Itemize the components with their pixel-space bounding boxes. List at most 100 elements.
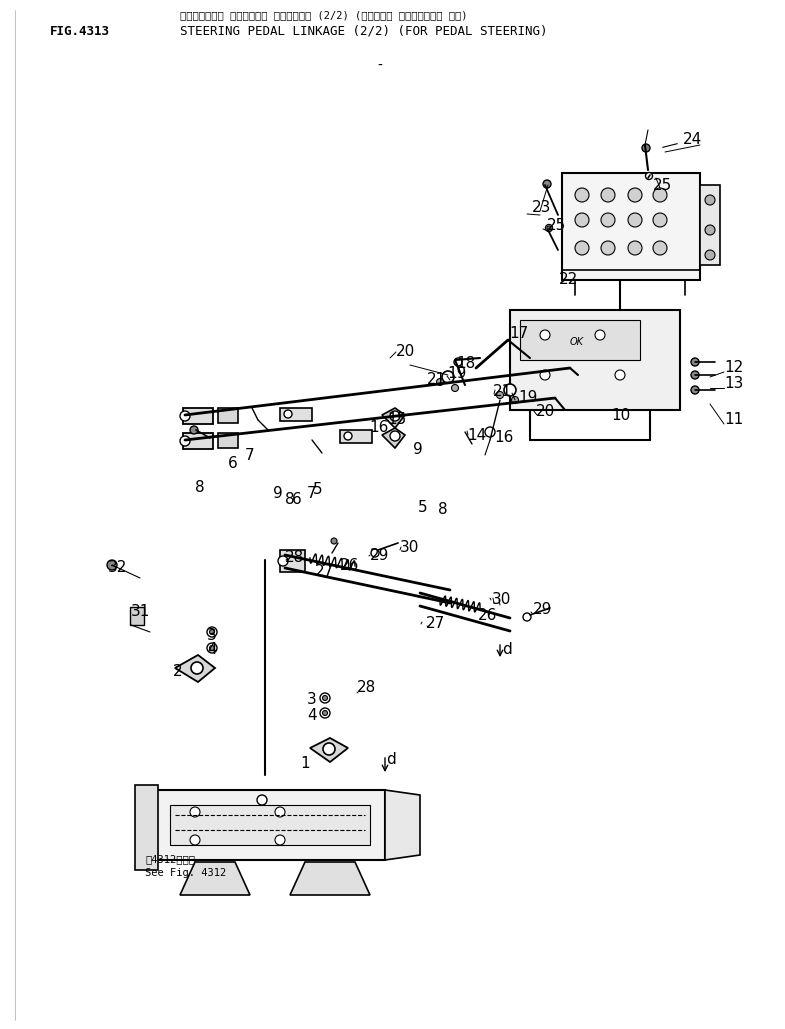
- Circle shape: [523, 613, 531, 620]
- Circle shape: [705, 250, 715, 260]
- Circle shape: [207, 627, 217, 637]
- Text: 32: 32: [108, 560, 127, 574]
- Text: 7: 7: [245, 448, 254, 462]
- Text: 7: 7: [307, 486, 316, 500]
- Text: FIG.4313: FIG.4313: [50, 25, 110, 38]
- Text: 24: 24: [683, 133, 703, 147]
- Polygon shape: [135, 785, 158, 870]
- Circle shape: [323, 696, 327, 701]
- Circle shape: [442, 371, 454, 383]
- Text: 第4312図参照: 第4312図参照: [145, 854, 195, 864]
- Text: 20: 20: [536, 404, 555, 420]
- Text: d: d: [386, 752, 396, 768]
- Circle shape: [540, 370, 550, 380]
- Text: 2: 2: [173, 665, 183, 679]
- Text: 28: 28: [285, 549, 305, 565]
- Circle shape: [331, 538, 337, 544]
- Text: 16: 16: [369, 421, 389, 435]
- Text: 15: 15: [387, 413, 407, 427]
- Circle shape: [371, 549, 379, 557]
- Text: 11: 11: [724, 413, 743, 427]
- Text: 27: 27: [426, 615, 445, 631]
- Polygon shape: [382, 409, 405, 428]
- Text: 30: 30: [492, 593, 511, 607]
- Circle shape: [323, 743, 335, 755]
- Polygon shape: [382, 428, 405, 448]
- Circle shape: [653, 241, 667, 255]
- Text: 21: 21: [493, 385, 513, 399]
- Circle shape: [191, 662, 203, 674]
- Bar: [280, 409, 312, 421]
- Text: 1: 1: [300, 755, 309, 771]
- Circle shape: [540, 330, 550, 340]
- Text: 8: 8: [438, 502, 447, 518]
- Polygon shape: [562, 173, 700, 280]
- Text: 19: 19: [518, 390, 538, 404]
- Circle shape: [320, 708, 330, 718]
- Circle shape: [547, 226, 551, 230]
- Text: 6: 6: [292, 493, 301, 507]
- Circle shape: [628, 241, 642, 255]
- Text: 25: 25: [547, 218, 566, 234]
- Bar: [280, 549, 305, 572]
- Polygon shape: [700, 185, 720, 265]
- Circle shape: [691, 371, 699, 379]
- Text: ステアリング゚ コントロール リンケージ゚ (2/2) (ペ゚タァル ステアリング゚ ヨウ): ステアリング゚ コントロール リンケージ゚ (2/2) (ペ゚タァル ステアリン…: [180, 10, 468, 20]
- Circle shape: [601, 188, 615, 202]
- Circle shape: [575, 188, 589, 202]
- Polygon shape: [520, 320, 640, 360]
- Circle shape: [257, 795, 267, 805]
- Bar: [183, 409, 213, 424]
- Circle shape: [210, 630, 214, 635]
- Circle shape: [210, 645, 214, 650]
- Polygon shape: [510, 310, 680, 410]
- Bar: [183, 433, 213, 449]
- Circle shape: [275, 807, 285, 817]
- Text: 22: 22: [559, 273, 579, 287]
- Text: 9: 9: [413, 442, 423, 458]
- Circle shape: [275, 835, 285, 845]
- Circle shape: [344, 432, 352, 440]
- Circle shape: [504, 384, 516, 396]
- Text: STEERING PEDAL LINKAGE (2/2) (FOR PEDAL STEERING): STEERING PEDAL LINKAGE (2/2) (FOR PEDAL …: [180, 25, 547, 38]
- Text: 29: 29: [370, 547, 389, 563]
- Circle shape: [546, 224, 553, 232]
- Text: 26: 26: [340, 558, 360, 572]
- Polygon shape: [170, 805, 370, 845]
- Circle shape: [653, 213, 667, 227]
- Text: 17: 17: [509, 325, 528, 341]
- Bar: [130, 607, 144, 625]
- Circle shape: [642, 144, 650, 152]
- Bar: [340, 430, 372, 443]
- Text: 14: 14: [467, 427, 486, 442]
- Polygon shape: [155, 790, 385, 860]
- Circle shape: [575, 241, 589, 255]
- Text: -: -: [378, 59, 382, 73]
- Circle shape: [628, 213, 642, 227]
- Text: 13: 13: [724, 377, 743, 391]
- Circle shape: [628, 188, 642, 202]
- Circle shape: [705, 196, 715, 205]
- Text: 19: 19: [447, 365, 466, 381]
- Text: d: d: [502, 642, 512, 658]
- Text: 29: 29: [533, 603, 553, 617]
- Text: 5: 5: [418, 500, 428, 516]
- Text: 31: 31: [131, 604, 151, 619]
- Circle shape: [323, 710, 327, 715]
- Circle shape: [543, 180, 551, 188]
- Circle shape: [278, 556, 288, 566]
- Text: 4: 4: [207, 642, 217, 658]
- Text: 23: 23: [532, 201, 551, 215]
- Text: See Fig. 4312: See Fig. 4312: [145, 868, 226, 878]
- Circle shape: [645, 173, 652, 179]
- Text: 25: 25: [653, 177, 672, 192]
- Text: 10: 10: [611, 409, 630, 424]
- Polygon shape: [175, 655, 215, 682]
- Circle shape: [615, 370, 625, 380]
- Polygon shape: [310, 738, 348, 762]
- Text: 28: 28: [357, 680, 376, 696]
- Text: 18: 18: [456, 355, 475, 370]
- Text: 20: 20: [396, 345, 415, 359]
- Circle shape: [190, 807, 200, 817]
- Text: 26: 26: [478, 607, 498, 623]
